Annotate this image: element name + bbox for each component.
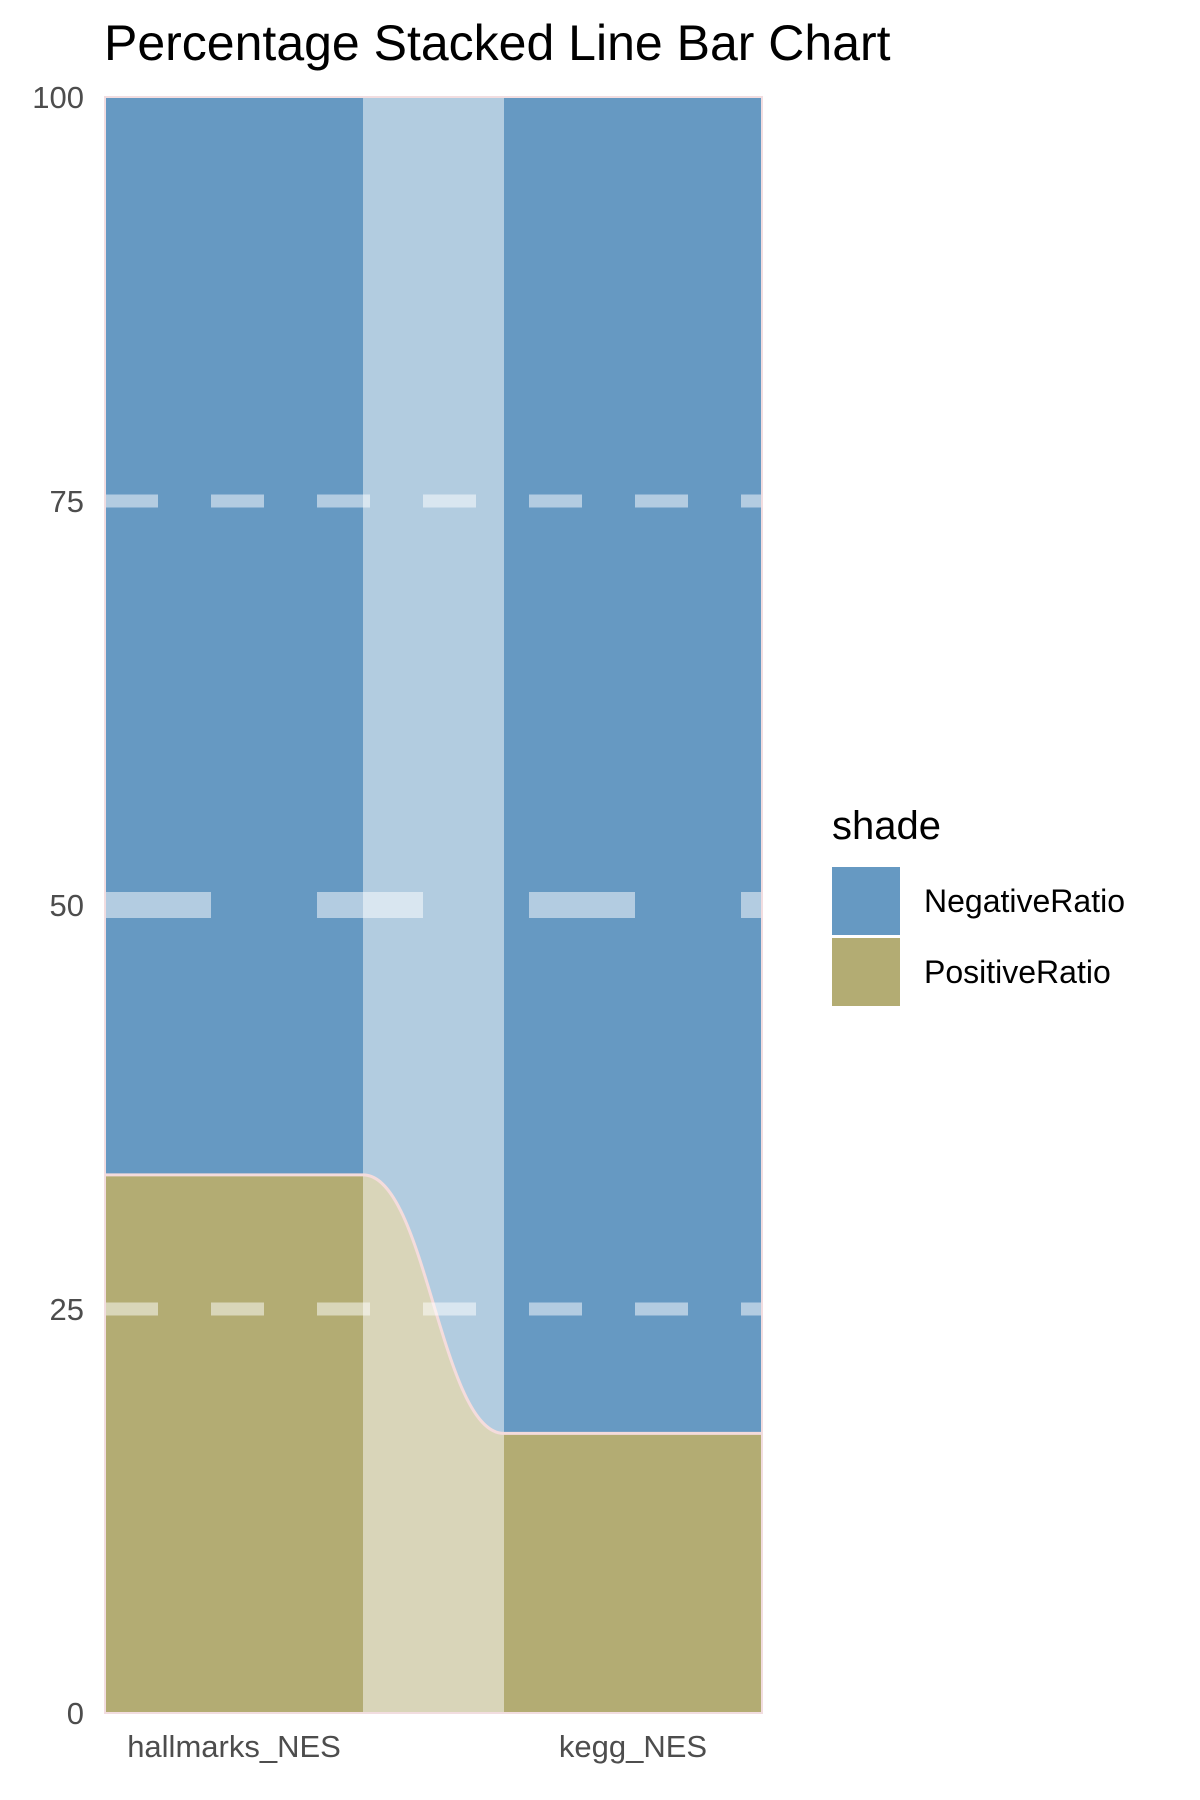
- bar-negative-kegg_NES: [504, 97, 762, 1434]
- y-tick-label: 50: [50, 888, 84, 923]
- bar-positive-hallmarks_NES: [105, 1174, 363, 1713]
- y-tick-label: 0: [67, 1696, 84, 1731]
- legend-label: NegativeRatio: [924, 883, 1125, 919]
- y-tick-label: 75: [50, 484, 84, 519]
- x-tick-label: hallmarks_NES: [127, 1729, 341, 1764]
- legend-key-NegativeRatio: [832, 867, 900, 935]
- legend-title: shade: [832, 804, 941, 848]
- y-tick-label: 100: [32, 80, 84, 115]
- legend-key-PositiveRatio: [832, 938, 900, 1006]
- chart-title: Percentage Stacked Line Bar Chart: [104, 15, 891, 71]
- connector-negative: [363, 97, 504, 1434]
- bar-positive-kegg_NES: [504, 1433, 762, 1713]
- plot-area: [104, 96, 763, 1714]
- legend-label: PositiveRatio: [924, 954, 1111, 990]
- x-tick-label: kegg_NES: [559, 1729, 707, 1764]
- plot-border: [104, 96, 763, 1714]
- legend: shade NegativeRatio PositiveRatio: [832, 804, 1125, 1006]
- x-axis: hallmarks_NES kegg_NES: [127, 1729, 707, 1764]
- connector-positive: [363, 1174, 504, 1713]
- y-axis: 0 25 50 75 100: [32, 80, 84, 1731]
- bar-negative-hallmarks_NES: [105, 97, 363, 1175]
- y-tick-label: 25: [50, 1292, 84, 1327]
